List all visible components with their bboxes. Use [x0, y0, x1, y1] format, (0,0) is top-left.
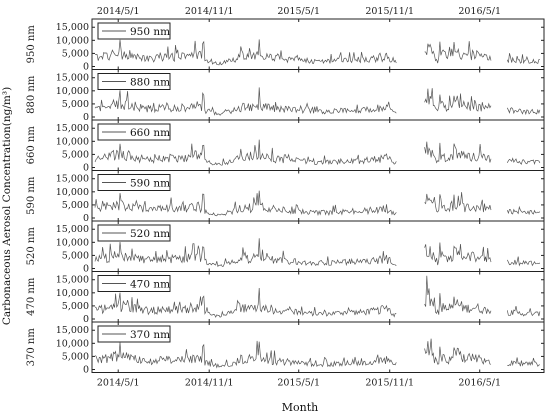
y-tick-label: 15,000: [56, 325, 89, 336]
y-tick-label: 15,000: [56, 224, 89, 235]
y-tick-label: 5,000: [62, 48, 89, 59]
panel-wavelength-label: 520 nm: [26, 227, 37, 266]
panel-legend: 470 nm: [97, 275, 171, 292]
bottom-x-axis-ticks: 2014/5/1 2014/11/1 2015/5/1 2015/11/1 2016/5…: [97, 378, 501, 389]
y-tick-label: 10,000: [56, 288, 89, 299]
legend-box: [97, 22, 171, 40]
panel-legend: 660 nm: [97, 123, 171, 141]
x-axis-label: Month: [282, 401, 318, 414]
panel-wavelength-label: 370 nm: [26, 328, 37, 367]
legend-box: [97, 275, 171, 292]
y-tick-label: 5,000: [62, 99, 89, 110]
top-x-tick-label: 2016/5/1: [458, 6, 501, 17]
legend-box: [97, 73, 171, 90]
series-line: [94, 338, 541, 369]
legend-box: [97, 325, 171, 343]
series-line: [94, 87, 541, 116]
legend-label: 370 nm: [130, 329, 170, 341]
y-tick-label: 15,000: [56, 73, 89, 84]
series-line: [94, 275, 541, 318]
y-tick-label: 0: [83, 62, 89, 73]
chart-panel: 0 5,000 10,000 15,000 520 nm 520 nm: [26, 220, 545, 275]
y-tick-label: 10,000: [56, 338, 89, 349]
y-tick-label: 15,000: [56, 123, 89, 134]
bottom-x-tick-label: 2015/5/1: [277, 378, 320, 389]
chart-panel: 0 5,000 10,000 15,000 950 nm 950 nm: [26, 18, 545, 73]
y-tick-label: 10,000: [56, 35, 89, 46]
y-tick-label: 0: [83, 163, 89, 174]
panel-wavelength-label: 950 nm: [26, 25, 37, 64]
series-line: [94, 238, 541, 268]
series-line: [94, 39, 540, 66]
y-axis-label: Carbonaceous Aerosol Concentration(ng/m³…: [1, 87, 13, 325]
top-x-axis-ticks: 2014/5/1 2014/11/1 2015/5/1 2015/11/1 2016/5…: [97, 6, 501, 17]
chart-panel: 0 5,000 10,000 15,000 370 nm 370 nm: [26, 321, 545, 376]
legend-box: [97, 123, 171, 141]
legend-label: 880 nm: [130, 77, 170, 89]
bottom-x-tick-label: 2014/5/1: [97, 378, 140, 389]
legend-label: 660 nm: [130, 127, 170, 139]
y-tick-label: 15,000: [56, 275, 89, 286]
legend-box: [97, 174, 171, 191]
y-tick-label: 5,000: [62, 200, 89, 211]
panel-wavelength-label: 590 nm: [26, 176, 37, 215]
panel-legend: 950 nm: [97, 22, 171, 40]
bottom-x-tick-label: 2016/5/1: [458, 378, 501, 389]
chart-panels: 0 5,000 10,000 15,000 950 nm 950 nm 0 5,000 10,0…: [26, 18, 545, 376]
panel-legend: 590 nm: [97, 174, 171, 191]
y-tick-label: 10,000: [56, 86, 89, 97]
y-tick-label: 10,000: [56, 136, 89, 147]
top-x-tick-label: 2015/11/1: [365, 6, 414, 17]
top-x-tick-label: 2014/11/1: [185, 6, 234, 17]
panel-legend: 520 nm: [97, 224, 171, 242]
y-tick-label: 0: [83, 365, 89, 376]
y-tick-label: 0: [83, 112, 89, 123]
panel-legend: 880 nm: [97, 73, 171, 90]
panel-wavelength-label: 470 nm: [26, 277, 37, 316]
bottom-x-tick-label: 2014/11/1: [185, 378, 234, 389]
chart-panel: 0 5,000 10,000 15,000 590 nm 590 nm: [26, 170, 545, 224]
y-tick-label: 0: [83, 264, 89, 275]
y-tick-label: 5,000: [62, 250, 89, 261]
series-line: [94, 139, 541, 166]
panel-wavelength-label: 880 nm: [26, 75, 37, 114]
legend-label: 470 nm: [130, 279, 170, 291]
y-tick-label: 10,000: [56, 237, 89, 248]
y-tick-label: 15,000: [56, 22, 89, 33]
panel-legend: 370 nm: [97, 325, 171, 343]
y-tick-label: 15,000: [56, 174, 89, 185]
y-tick-label: 10,000: [56, 187, 89, 198]
top-x-tick-label: 2015/5/1: [277, 6, 320, 17]
panel-wavelength-label: 660 nm: [26, 126, 37, 165]
panel-frame: [91, 321, 545, 373]
chart-panel: 0 5,000 10,000 15,000 660 nm 660 nm: [26, 119, 545, 174]
bottom-x-tick-label: 2015/11/1: [365, 378, 414, 389]
y-tick-label: 0: [83, 314, 89, 325]
top-x-tick-label: 2014/5/1: [97, 6, 140, 17]
series-line: [94, 190, 541, 217]
legend-label: 520 nm: [130, 228, 170, 240]
legend-label: 590 nm: [130, 178, 170, 190]
legend-label: 950 nm: [130, 26, 170, 38]
chart-panel: 0 5,000 10,000 15,000 880 nm 880 nm: [26, 69, 545, 123]
legend-box: [97, 224, 171, 242]
y-tick-label: 0: [83, 213, 89, 224]
chart-panel: 0 5,000 10,000 15,000 470 nm 470 nm: [26, 271, 545, 325]
y-tick-label: 5,000: [62, 351, 89, 362]
y-tick-label: 5,000: [62, 149, 89, 160]
y-tick-label: 5,000: [62, 301, 89, 312]
